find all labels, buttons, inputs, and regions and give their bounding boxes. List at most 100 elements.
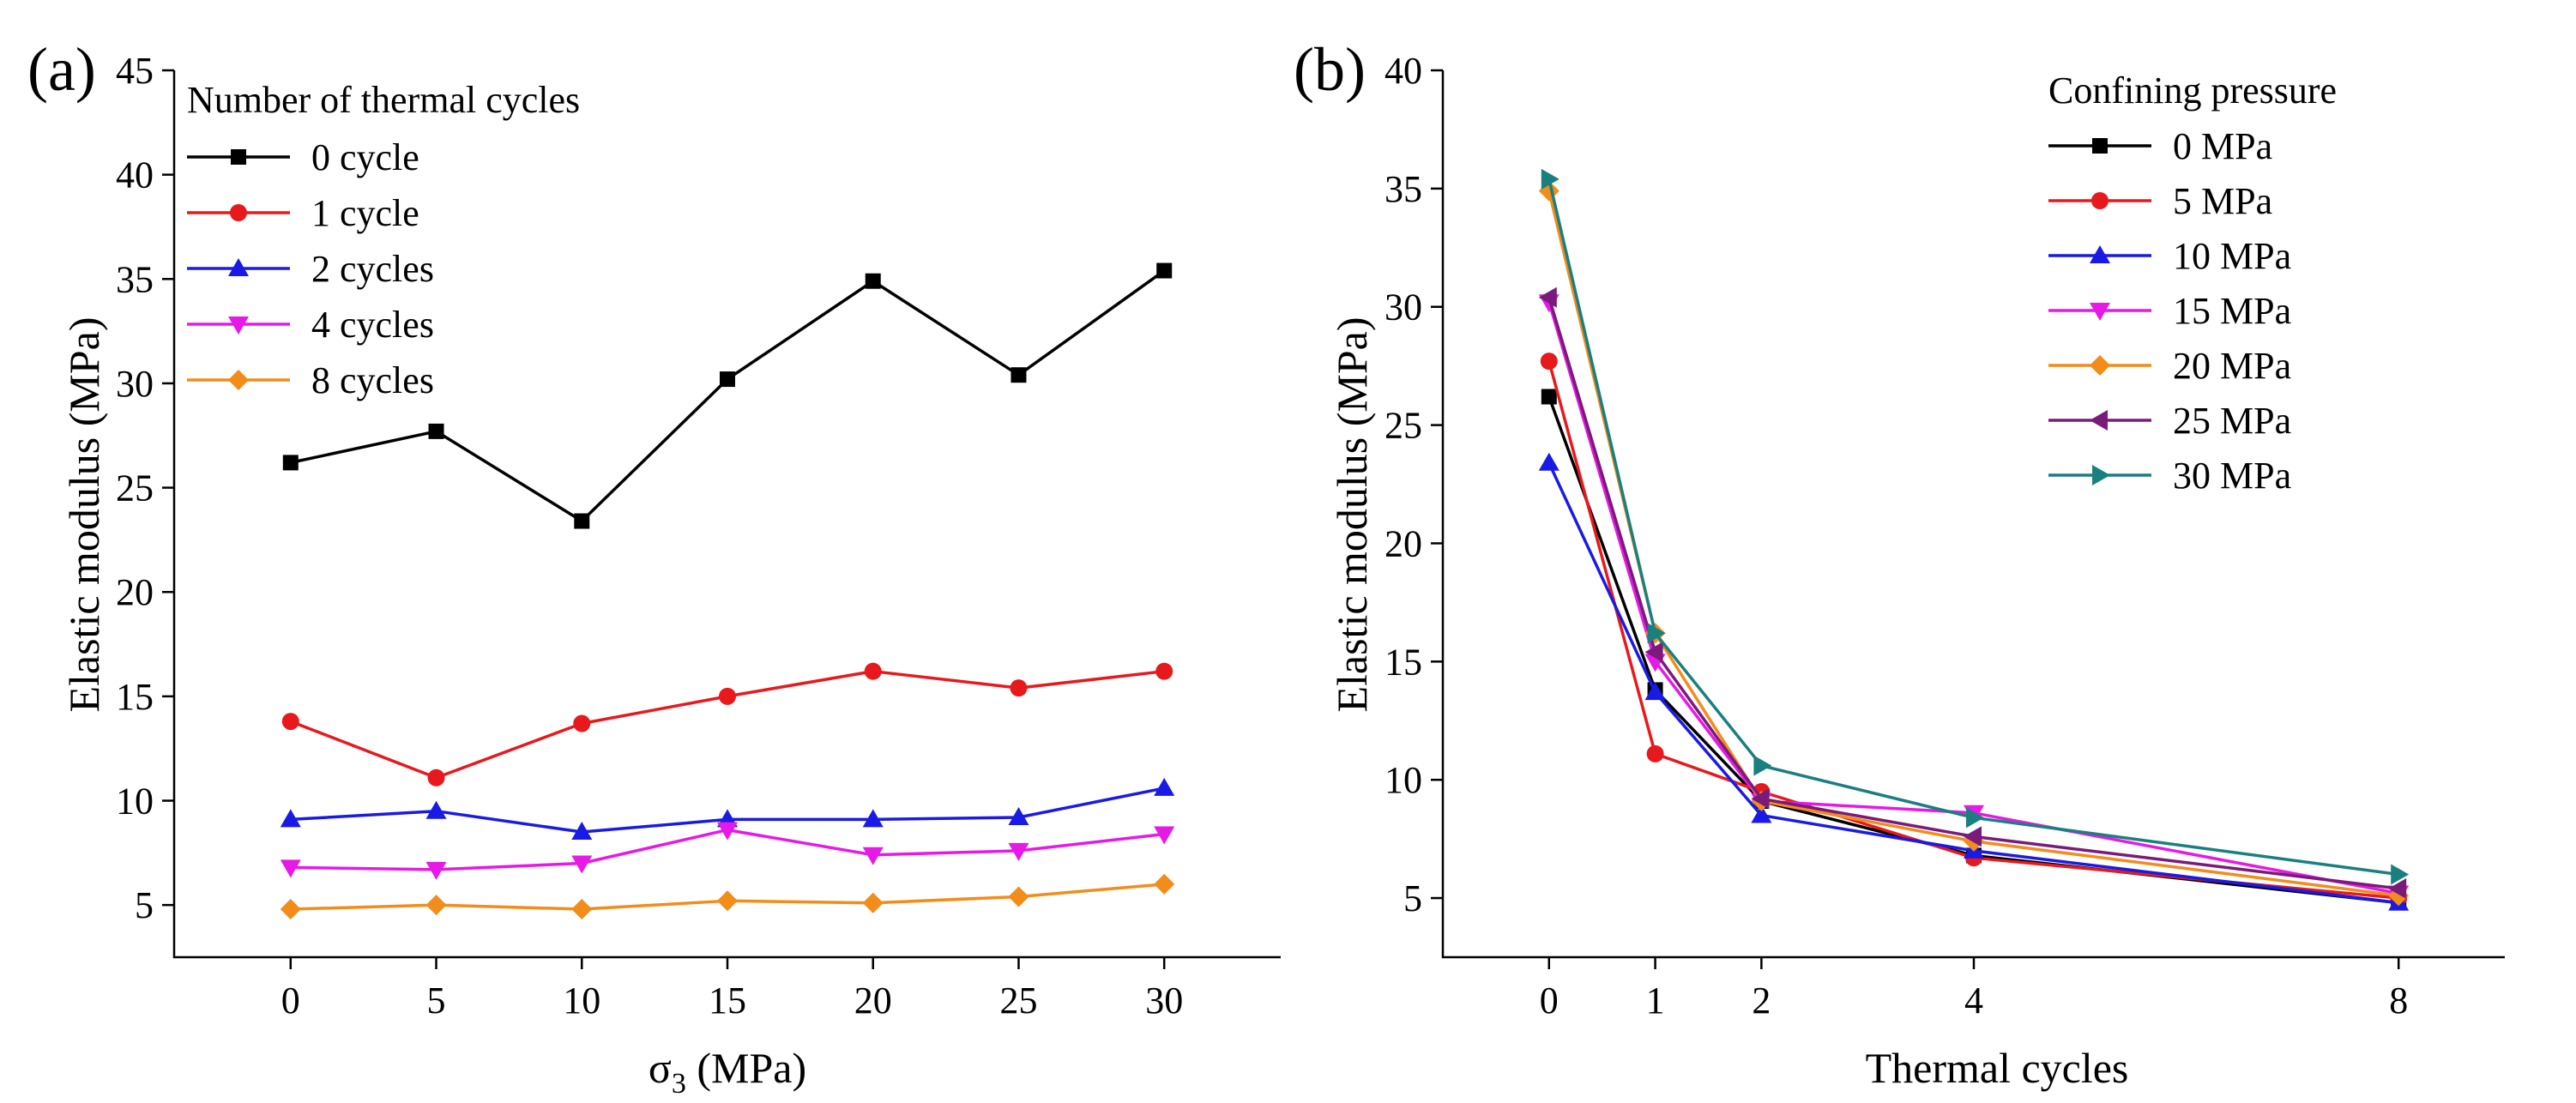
panel-a-data-point bbox=[425, 800, 447, 819]
panel-b-x-tick-label: 8 bbox=[2389, 979, 2408, 1022]
panel-a-data-point bbox=[717, 890, 738, 912]
panel-b-data-point bbox=[1964, 826, 1982, 847]
panel-b-legend-marker bbox=[2090, 303, 2110, 321]
panel-a-data-point bbox=[1008, 806, 1029, 825]
panel-b-data-point bbox=[1644, 642, 1663, 663]
panel-b-legend-label: 30 MPa bbox=[2173, 455, 2291, 497]
panel-a-legend-label: 8 cycles bbox=[311, 359, 434, 401]
panel-b-ticks: 5 10 15 20 25 30 35 40 0 1 2 4 8 bbox=[1385, 50, 2408, 1022]
panel-a-series bbox=[280, 262, 1175, 920]
panel-b-x-tick-label: 0 bbox=[1540, 979, 1559, 1022]
panel-b-legend-title: Confining pressure bbox=[2048, 69, 2337, 112]
panel-a-data-point bbox=[717, 822, 738, 841]
panel-a-legend-label: 4 cycles bbox=[311, 304, 434, 346]
panel-b-data-point bbox=[1538, 452, 1559, 471]
panel-b-y-tick-label: 15 bbox=[1385, 641, 1422, 683]
panel-b-legend-marker bbox=[2090, 355, 2110, 376]
panel-a-x-tick-label: 30 bbox=[1145, 979, 1183, 1022]
panel-a-letter: (a) bbox=[27, 35, 96, 104]
panel-b-axes bbox=[1441, 70, 2505, 959]
panel-a-data-point bbox=[425, 895, 447, 916]
panel-b-series-line-6 bbox=[1547, 178, 2399, 877]
panel-a-legend-label: 2 cycles bbox=[311, 248, 434, 290]
panel-b-data-point bbox=[1966, 807, 1984, 829]
panel-a-data-point bbox=[862, 892, 884, 913]
panel-b-data-point bbox=[1538, 286, 1557, 308]
panel-a-data-point bbox=[571, 855, 593, 874]
panel-b-data-point bbox=[1541, 168, 1559, 190]
panel-b-x-tick-label: 2 bbox=[1752, 979, 1771, 1022]
panel-a-legend-marker bbox=[228, 370, 249, 390]
panel-a-legend-label: 0 cycle bbox=[311, 136, 419, 178]
panel-a-x-tick-label: 15 bbox=[709, 979, 746, 1022]
panel-a-data-point bbox=[282, 455, 299, 471]
panel-a-legend-marker bbox=[228, 316, 249, 335]
panel-a-legend-marker bbox=[231, 149, 246, 165]
panel-b-y-tick-label: 25 bbox=[1385, 405, 1422, 447]
panel-a-y-tick-label: 10 bbox=[116, 781, 154, 823]
panel-a-data-point bbox=[574, 513, 590, 529]
panel-b-legend-label: 25 MPa bbox=[2173, 400, 2291, 442]
panel-b-series-line-3 bbox=[1547, 301, 2399, 895]
panel-a-data-point bbox=[1008, 886, 1029, 907]
panel-b-y-tick-label: 35 bbox=[1385, 168, 1422, 210]
panel-b-data-point bbox=[1751, 805, 1772, 823]
panel-b-legend-marker bbox=[2090, 410, 2108, 431]
panel-a-legend-title: Number of thermal cycles bbox=[187, 79, 580, 121]
panel-b-y-tick-label: 10 bbox=[1385, 759, 1422, 801]
panel-a-y-tick-label: 30 bbox=[116, 363, 154, 405]
panel-b-y-tick-label: 40 bbox=[1385, 50, 1422, 92]
panel-b-legend-marker bbox=[2092, 138, 2108, 154]
panel-a-x-axis-title-unit: (MPa) bbox=[686, 1044, 806, 1092]
panel-a-y-tick-label: 35 bbox=[116, 258, 154, 300]
panel-a-legend-label: 1 cycle bbox=[311, 192, 419, 234]
panel-b-legend-marker bbox=[2090, 245, 2110, 263]
panel-a-axes bbox=[172, 70, 1281, 959]
panel-a-legend-marker bbox=[230, 204, 247, 221]
panel-b-letter: (b) bbox=[1294, 35, 1366, 104]
panel-a-series-line-1 bbox=[290, 669, 1165, 780]
panel-a-y-tick-label: 20 bbox=[116, 571, 154, 613]
panel-b-x-tick-label: 4 bbox=[1964, 979, 1983, 1022]
panel-a-data-point bbox=[719, 687, 736, 705]
panel-a-data-point bbox=[862, 847, 884, 865]
panel-b-series bbox=[1538, 168, 2410, 911]
panel-a-x-tick-label: 20 bbox=[854, 979, 892, 1022]
panel-a-data-point bbox=[1156, 262, 1173, 279]
panel-a-y-axis-title: Elastic modulus (MPa) bbox=[60, 316, 108, 712]
panel-b-y-tick-label: 20 bbox=[1385, 522, 1422, 564]
panel-b-data-point bbox=[1540, 353, 1558, 371]
panel-a-y-tick-label: 25 bbox=[116, 467, 154, 509]
panel-b-data-point bbox=[1644, 682, 1666, 701]
panel-b-legend-marker bbox=[2092, 465, 2110, 485]
panel-a-y-tick-label: 15 bbox=[116, 676, 154, 718]
panel-a-data-point bbox=[1155, 662, 1173, 680]
panel-a-data-point bbox=[425, 861, 447, 880]
panel-b-legend: Confining pressure 0 MPa 5 MPa 10 MPa 15 MP… bbox=[2048, 69, 2337, 497]
panel-a-data-point bbox=[1010, 679, 1028, 697]
panel-a-data-point bbox=[1008, 842, 1029, 861]
panel-a-x-tick-label: 0 bbox=[281, 979, 300, 1022]
panel-a-x-tick-label: 5 bbox=[427, 979, 446, 1022]
panel-b-data-point bbox=[1753, 755, 1772, 776]
panel-b-data-point bbox=[1647, 623, 1666, 644]
panel-b-y-tick-label: 30 bbox=[1385, 286, 1422, 328]
panel-b-x-tick-label: 1 bbox=[1646, 979, 1665, 1022]
panel-a-data-point bbox=[1010, 367, 1027, 383]
panel-a-data-point bbox=[571, 822, 593, 841]
chart-panel-b: (b) 5 10 15 20 25 30 35 40 0 1 2 4 8 Confining press… bbox=[1294, 35, 2505, 1092]
panel-a-data-point bbox=[573, 714, 591, 732]
panel-b-legend-label: 15 MPa bbox=[2173, 290, 2291, 332]
panel-b-y-axis-title: Elastic modulus (MPa) bbox=[1328, 316, 1376, 712]
panel-a-data-point bbox=[571, 899, 593, 920]
panel-a-data-point bbox=[1154, 826, 1175, 845]
panel-a-x-axis-title: σ3 (MPa) bbox=[649, 1044, 806, 1100]
panel-a-data-point bbox=[720, 371, 735, 388]
panel-a-data-point bbox=[428, 423, 444, 439]
panel-b-data-point bbox=[2388, 878, 2407, 900]
panel-b-legend-label: 0 MPa bbox=[2173, 125, 2272, 167]
panel-a-y-tick-label: 45 bbox=[116, 50, 154, 92]
panel-b-legend-label: 10 MPa bbox=[2173, 235, 2291, 277]
panel-a-ticks: 5 10 15 20 25 30 35 40 45 0 5 10 15 20 25 30 bbox=[116, 50, 1183, 1022]
